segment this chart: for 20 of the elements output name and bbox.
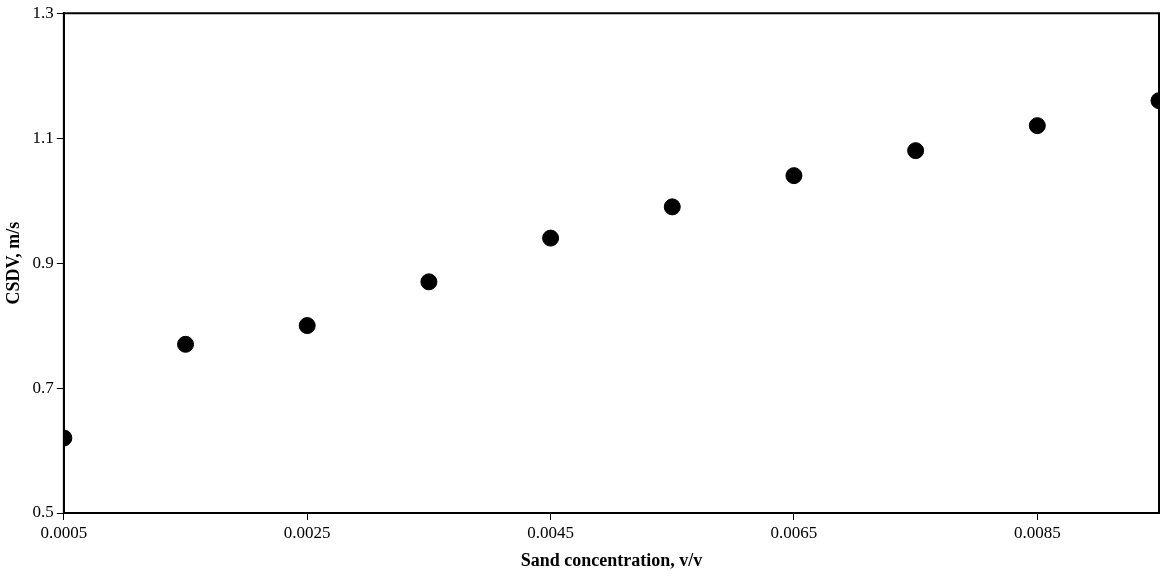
point xyxy=(542,229,560,247)
point xyxy=(420,273,438,291)
x-tick-label: 0.0065 xyxy=(770,522,818,542)
x-tick-label: 0.0005 xyxy=(40,522,88,542)
y-tick-label: 1.1 xyxy=(32,127,54,147)
y-tick-label: 0.9 xyxy=(32,252,54,272)
x-tick-label: 0.0085 xyxy=(1013,522,1061,542)
point xyxy=(785,167,803,185)
y-tick-label: 0.5 xyxy=(32,502,54,522)
point xyxy=(907,142,925,160)
point xyxy=(177,335,195,353)
y-tick-label: 0.7 xyxy=(32,377,55,397)
x-tick-label: 0.0025 xyxy=(283,522,331,542)
x-axis-title: Sand concentration, v/v xyxy=(520,549,703,570)
y-tick-label: 1.3 xyxy=(32,2,54,22)
y-axis-title: CSDV, m/s xyxy=(3,221,24,305)
x-tick-label: 0.0045 xyxy=(527,522,574,542)
point xyxy=(663,198,681,216)
point xyxy=(298,317,316,335)
point xyxy=(1028,117,1046,135)
